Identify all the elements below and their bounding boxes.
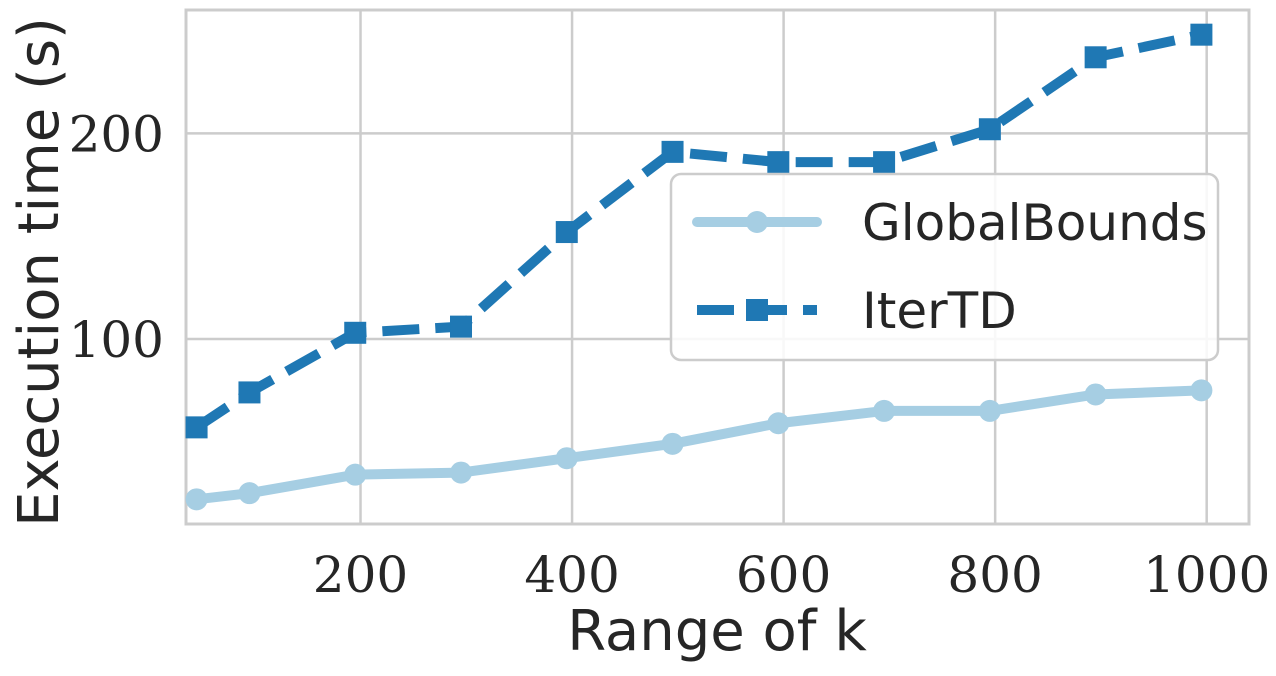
plot-area-frame xyxy=(184,8,1251,526)
data-point xyxy=(873,151,896,174)
data-point xyxy=(1190,379,1213,402)
data-point xyxy=(185,416,208,439)
series-itertd xyxy=(185,23,1213,439)
legend-label: GlobalBounds xyxy=(862,194,1208,252)
data-point xyxy=(767,412,790,435)
data-point xyxy=(238,381,261,404)
data-point xyxy=(978,399,1001,422)
data-point xyxy=(767,151,790,174)
y-tick-labels: 100 200 xyxy=(69,105,164,369)
legend-entry: GlobalBounds xyxy=(692,194,1208,252)
data-point xyxy=(185,488,208,511)
data-point xyxy=(1190,23,1213,46)
data-point xyxy=(344,321,367,344)
legend-entry: IterTD xyxy=(697,282,1017,340)
y-tick-label: 100 xyxy=(69,311,164,369)
x-axis-label: Range of k xyxy=(567,599,867,664)
series-line xyxy=(191,385,1207,505)
data-point xyxy=(978,118,1001,141)
data-point xyxy=(238,482,261,505)
data-point xyxy=(344,463,367,486)
x-tick-labels: 200 400 600 800 1000 xyxy=(313,546,1271,604)
legend-marker xyxy=(746,299,768,321)
data-point xyxy=(1084,46,1107,69)
legend-marker xyxy=(746,211,768,233)
series-layer xyxy=(185,23,1213,511)
series-globalbounds xyxy=(185,379,1213,511)
x-tick-label: 400 xyxy=(524,546,619,604)
x-tick-label: 1000 xyxy=(1143,546,1270,604)
data-point xyxy=(661,432,684,455)
data-point xyxy=(555,447,578,470)
legend-label: IterTD xyxy=(862,282,1017,340)
x-tick-label: 800 xyxy=(947,546,1042,604)
data-point xyxy=(661,140,684,163)
x-tick-label: 200 xyxy=(313,546,408,604)
data-point xyxy=(450,315,473,338)
x-tick-label: 600 xyxy=(736,546,831,604)
legend: GlobalBounds IterTD xyxy=(669,172,1220,362)
y-axis-label: Execution time (s) xyxy=(7,17,72,527)
data-point xyxy=(1084,383,1107,406)
y-tick-label: 200 xyxy=(69,105,164,163)
data-point xyxy=(555,221,578,244)
data-point xyxy=(450,461,473,484)
data-point xyxy=(873,399,896,422)
